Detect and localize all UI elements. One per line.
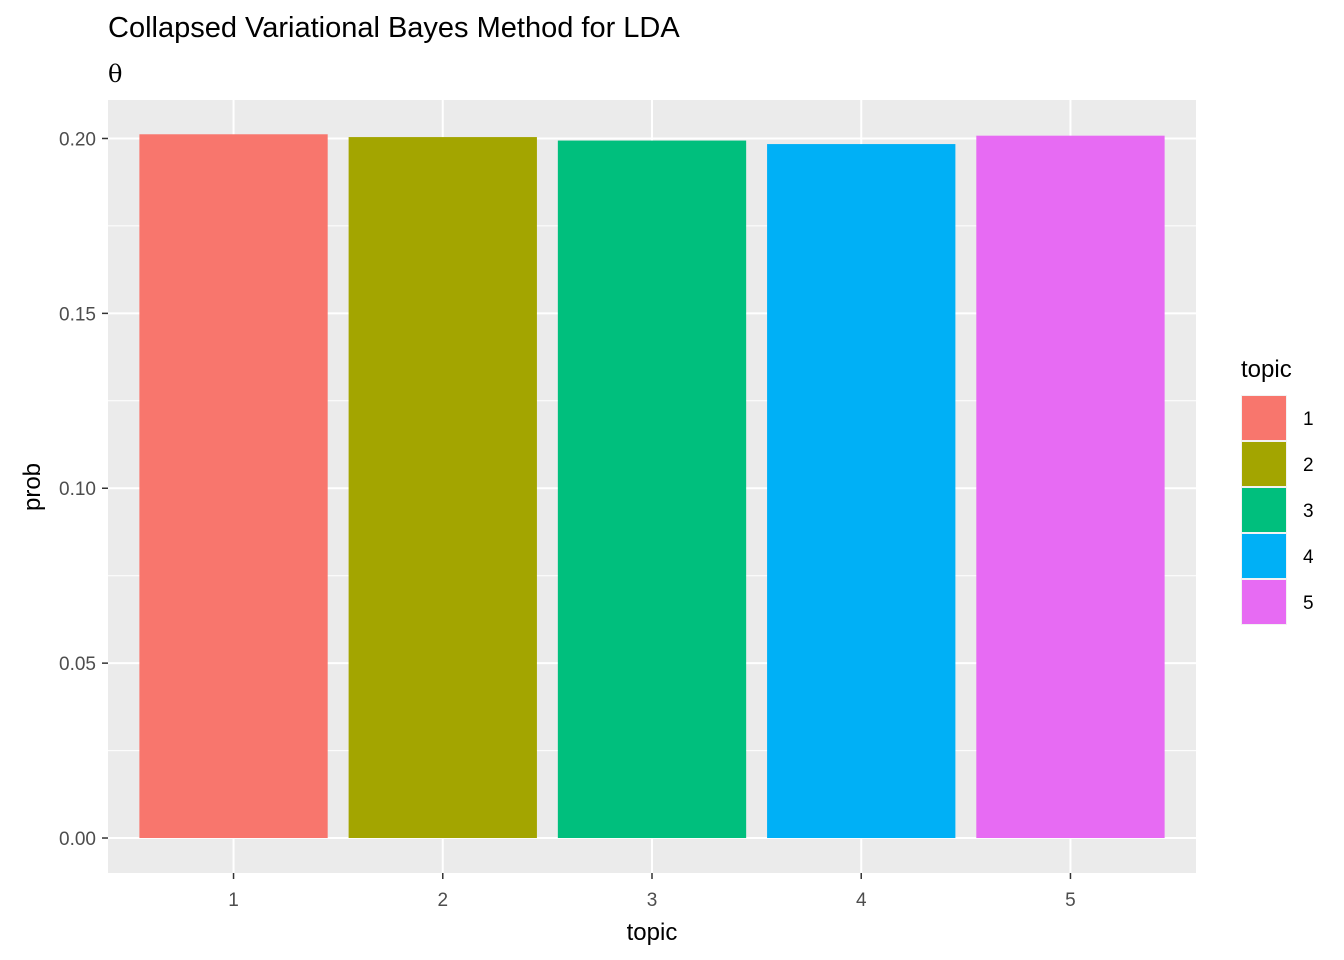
legend-key-2: [1242, 442, 1286, 486]
x-axis-title: topic: [627, 919, 678, 946]
x-tick-label: 2: [437, 890, 448, 911]
legend-key-3: [1242, 488, 1286, 532]
y-tick-label: 0.10: [59, 479, 96, 500]
legend-label: 5: [1303, 593, 1314, 614]
chart-subtitle: θ: [108, 60, 123, 88]
bar-topic-4: [767, 144, 956, 839]
chart-title: Collapsed Variational Bayes Method for L…: [108, 12, 680, 44]
x-tick-label: 4: [856, 890, 867, 911]
legend-key-4: [1242, 534, 1286, 578]
y-axis: 0.00 0.05 0.10 0.15 0.20: [59, 129, 108, 850]
legend-label: 3: [1303, 501, 1314, 522]
bar-topic-1: [139, 134, 328, 839]
bar-topic-2: [348, 137, 537, 839]
legend: topic 1 2 3 4 5: [1241, 356, 1314, 625]
bars: [139, 134, 1165, 839]
y-tick-label: 0.20: [59, 129, 96, 150]
bar-topic-3: [557, 140, 747, 839]
y-tick-label: 0.05: [59, 654, 96, 675]
legend-label: 4: [1303, 547, 1314, 568]
x-tick-label: 5: [1065, 890, 1076, 911]
legend-title: topic: [1241, 356, 1292, 383]
legend-label: 1: [1303, 409, 1314, 430]
legend-key-1: [1242, 396, 1286, 440]
y-tick-label: 0.00: [59, 829, 96, 850]
legend-key-5: [1242, 580, 1286, 624]
y-axis-title: prob: [19, 463, 46, 511]
legend-label: 2: [1303, 455, 1314, 476]
bar-topic-5: [976, 135, 1165, 839]
x-tick-label: 1: [228, 890, 239, 911]
x-tick-label: 3: [647, 890, 658, 911]
x-axis: 1 2 3 4 5: [228, 873, 1076, 911]
y-tick-label: 0.15: [59, 304, 96, 325]
